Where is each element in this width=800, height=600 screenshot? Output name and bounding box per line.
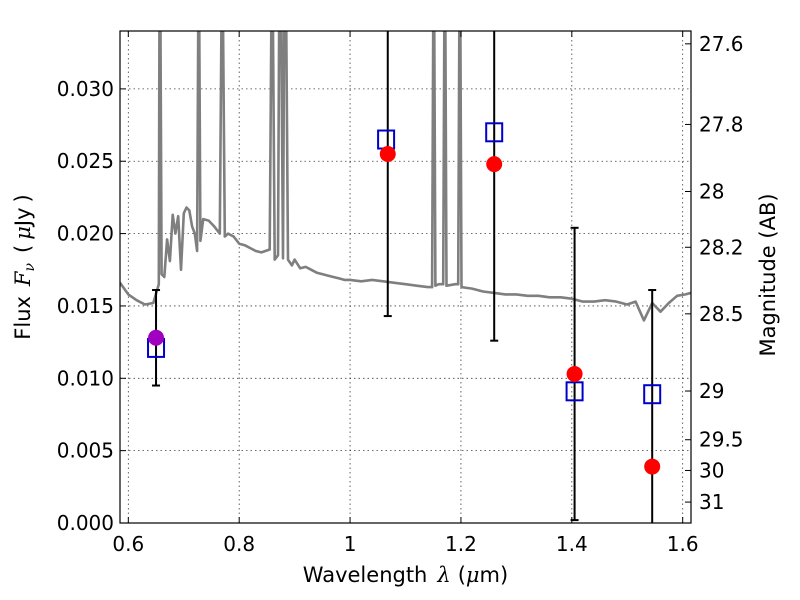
x-tick-label: 1.6 (667, 532, 699, 556)
x-tick-label: 0.6 (112, 532, 144, 556)
x-tick-label: 0.8 (223, 532, 255, 556)
y2-tick-label: 28.2 (699, 235, 744, 259)
x-tick-label: 1.4 (556, 532, 588, 556)
y2-tick-label: 27.6 (699, 32, 744, 56)
y-tick-label: 0.000 (57, 511, 114, 535)
plot-frame (119, 30, 692, 524)
model-flux-square (485, 122, 504, 143)
y2-tick-label: 28.5 (699, 302, 744, 326)
grid (120, 31, 691, 523)
y-axis-label: Flux Fν ( μJy) (11, 194, 38, 339)
y-tick-label: 0.005 (57, 439, 114, 463)
x-axis-label-unit-open: ( (458, 563, 466, 587)
observed-flux-dot (379, 146, 396, 162)
x-axis-label-symbol: λ (436, 563, 450, 587)
y-axis-label-symbol: F (11, 270, 35, 287)
model-flux-square (643, 384, 662, 405)
x-axis-label-unit-prefix: μ (466, 563, 480, 587)
y2-tick-label: 31 (699, 490, 724, 514)
y2-tick-label: 29.5 (699, 428, 744, 452)
y-tick-label: 0.025 (57, 149, 114, 173)
y-axis-label-unit: Jy (11, 207, 35, 228)
plot-series (120, 31, 691, 523)
x-tick-label: 1 (344, 532, 357, 556)
y2-axis-label: Magnitude (AB) (756, 193, 780, 356)
y-tick-label: 0.020 (57, 222, 114, 246)
x-tick-label: 1.2 (445, 532, 477, 556)
y-axis-label-unit-open: ( (11, 245, 35, 253)
x-axis-label-unit: m) (480, 563, 509, 587)
observed-flux-dot (486, 156, 503, 173)
y-tick-label: 0.030 (57, 77, 114, 101)
y2-tick-label: 28 (699, 179, 724, 203)
observed-flux-dot (644, 458, 661, 475)
y-axis-label-subscript: ν (22, 262, 38, 271)
observed-flux-dot (148, 329, 165, 346)
y2-tick-label: 30 (699, 458, 724, 482)
observed-flux-dot (566, 365, 583, 382)
model-flux-square (565, 381, 584, 402)
model-flux-square (377, 129, 396, 150)
x-axis-label: Wavelength λ (μm) (303, 563, 508, 587)
y2-tick-label: 27.8 (699, 112, 744, 136)
y-axis-label-unit-close: ) (11, 194, 35, 202)
y2-tick-label: 29 (699, 379, 724, 403)
model-spectrum-line (120, 31, 691, 322)
x-axis-label-text: Wavelength (303, 563, 428, 587)
axis-ticks: 0.6 0.8 1 1.2 1.4 1.6 0.000 0.005 0.010 0.015 0.02… (57, 31, 744, 556)
y-tick-label: 0.010 (57, 366, 114, 390)
y-tick-label: 0.015 (57, 294, 114, 318)
y-axis-label-text: Flux (11, 296, 35, 340)
y-axis-label-unit-prefix: μ (11, 226, 35, 240)
